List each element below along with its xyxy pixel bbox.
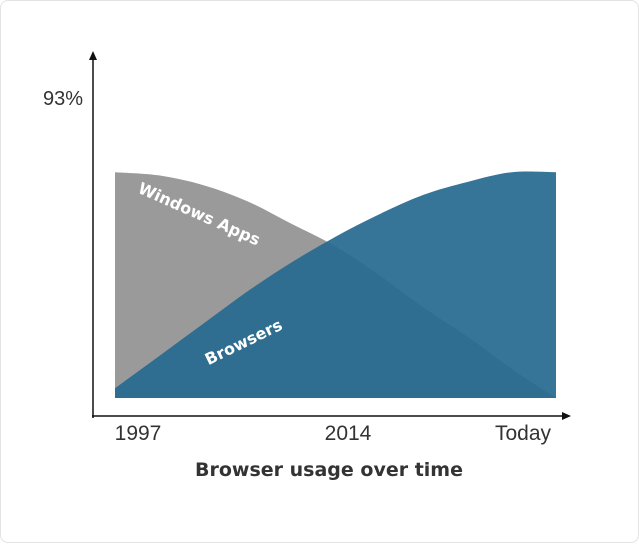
x-tick-label-today: Today	[495, 422, 552, 445]
x-tick-label-1997: 1997	[115, 422, 162, 445]
series-layer	[115, 171, 556, 398]
y-tick-label-top: 93%	[43, 88, 83, 110]
area-series-browsers	[115, 171, 556, 398]
chart-title: Browser usage over time	[195, 459, 463, 481]
x-tick-label-2014: 2014	[325, 422, 372, 445]
